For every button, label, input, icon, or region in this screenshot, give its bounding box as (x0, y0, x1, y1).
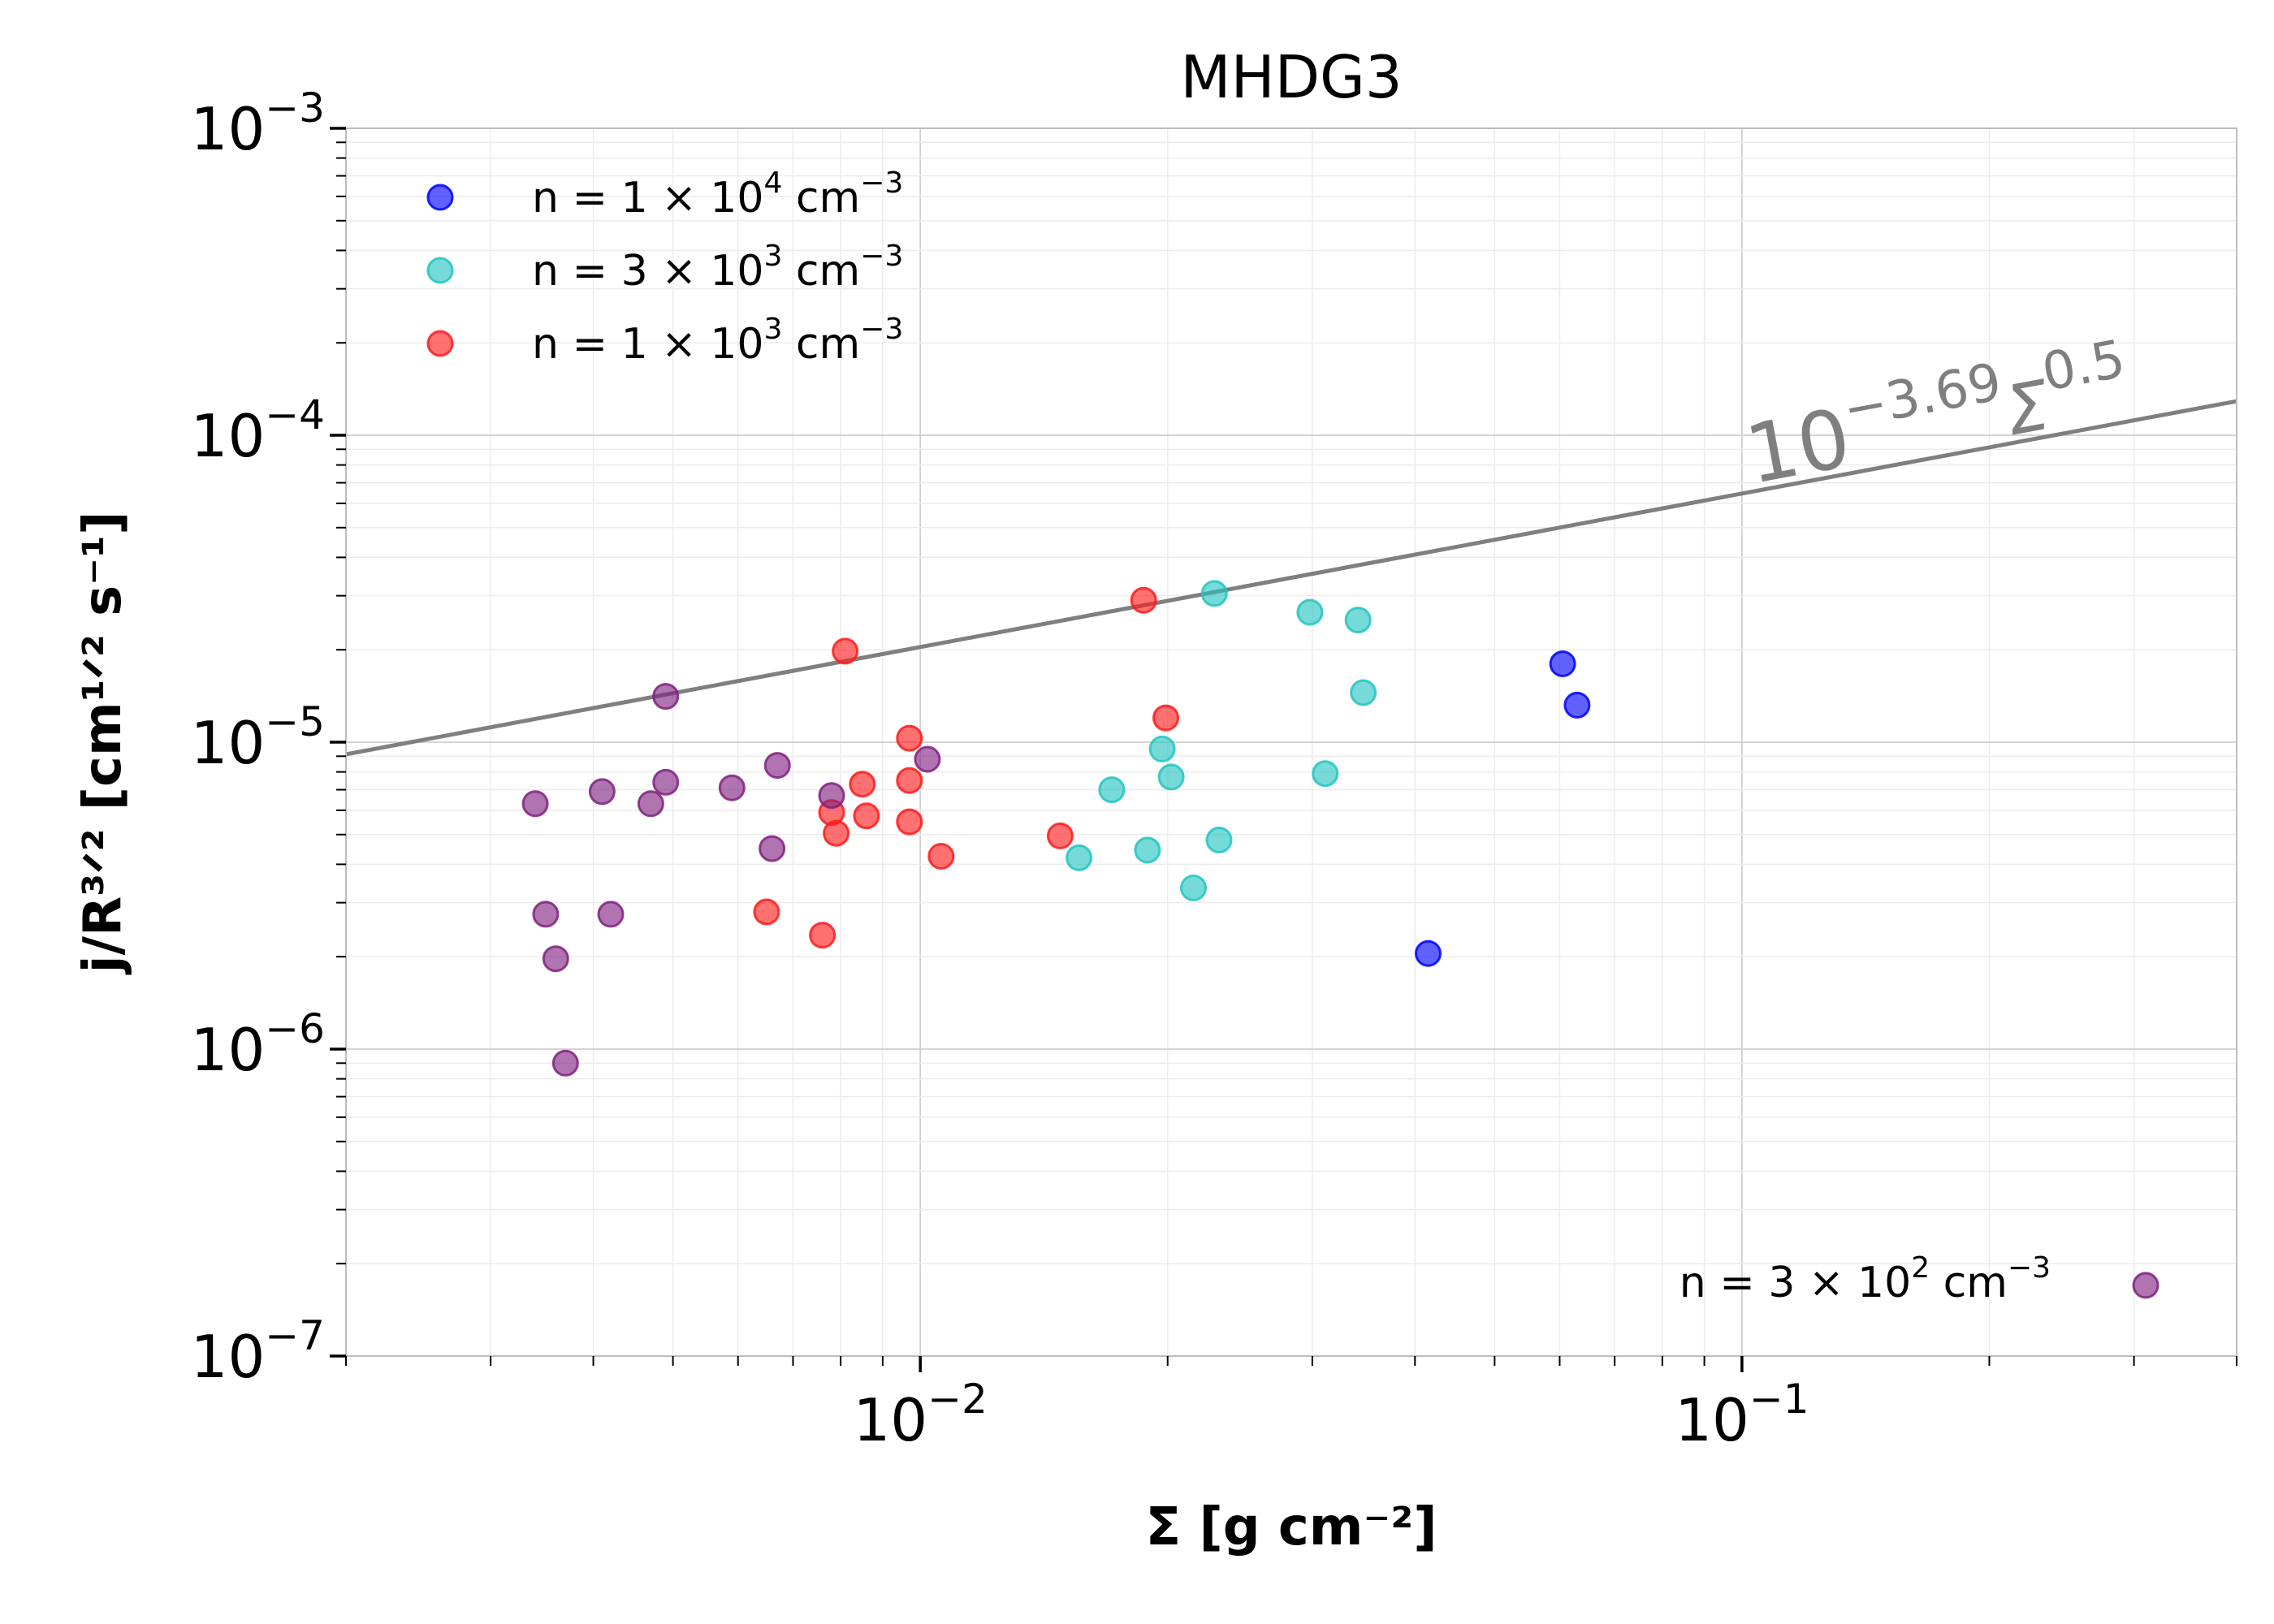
data-point-series-2 (1344, 607, 1372, 634)
data-point-series-4 (652, 683, 680, 710)
data-point-series-4 (637, 790, 664, 818)
legend-marker (426, 330, 454, 357)
data-point-series-1 (1563, 691, 1591, 719)
axis-ticks (330, 127, 2237, 1372)
data-point-series-2 (1066, 844, 1093, 871)
x-axis-label: Σ [g cm⁻²] (1145, 1497, 1437, 1557)
legend-marker (426, 184, 454, 211)
data-point-series-3 (896, 724, 923, 752)
data-point-series-3 (853, 802, 880, 830)
data-point-series-2 (1098, 776, 1126, 804)
data-point-series-3 (809, 922, 837, 949)
data-point-series-4 (718, 774, 746, 801)
data-point-series-4 (818, 782, 845, 810)
data-point-series-3 (832, 637, 859, 665)
legend-label: n = 1 × 103 cm−3 (532, 313, 903, 369)
data-point-series-3 (753, 898, 780, 926)
legend: n = 1 × 104 cm−3 n = 3 × 103 cm−3 n = 1 × … (426, 166, 2051, 1307)
data-point-series-3 (849, 771, 876, 798)
data-point-series-4 (763, 752, 791, 780)
data-point-series-3 (823, 819, 850, 847)
data-points (521, 580, 2159, 1299)
data-point-series-4 (542, 945, 569, 973)
x-tick-label: 10−1 (1675, 1376, 1809, 1454)
data-point-series-2 (1200, 580, 1228, 607)
y-tick-label: 10−5 (191, 698, 325, 777)
data-point-series-1 (1549, 650, 1576, 677)
data-point-series-2 (1148, 735, 1176, 762)
data-point-series-2 (1134, 836, 1161, 864)
tick-labels: 10−2 10−1 10−7 10−6 10−5 10−4 10−3 (191, 84, 1809, 1454)
data-point-series-4 (759, 835, 786, 862)
data-point-series-3 (896, 808, 923, 836)
y-tick-label: 10−4 (191, 391, 325, 470)
data-point-series-2 (1296, 598, 1324, 626)
legend-label: n = 1 × 104 cm−3 (532, 166, 903, 222)
x-tick-label: 10−2 (853, 1376, 987, 1454)
data-point-series-4 (551, 1049, 579, 1077)
data-point-series-4 (532, 901, 560, 928)
data-point-series-2 (1180, 875, 1207, 901)
data-point-series-2 (1350, 679, 1377, 706)
data-point-series-4 (521, 790, 549, 818)
data-point-series-2 (1157, 763, 1185, 791)
chart-title: MHDG3 (1180, 43, 1402, 111)
y-tick-label: 10−6 (191, 1005, 325, 1084)
data-point-series-2 (1205, 827, 1233, 853)
data-point-series-4 (597, 901, 625, 928)
grid (345, 127, 2237, 1357)
legend-label: n = 3 × 103 cm−3 (532, 240, 903, 296)
y-tick-label: 10−7 (191, 1312, 325, 1391)
data-point-series-4 (914, 745, 941, 773)
data-point-series-4 (588, 778, 616, 806)
legend-marker (426, 257, 454, 284)
y-axis-label: j/R³ᐟ² [cm¹ᐟ² s⁻¹] (73, 512, 133, 976)
data-point-series-4 (2132, 1272, 2159, 1299)
data-point-series-3 (896, 767, 923, 794)
data-point-series-3 (1046, 822, 1074, 849)
data-point-series-3 (927, 843, 955, 870)
legend-label: n = 3 × 102 cm−3 (1680, 1251, 2051, 1307)
data-point-series-3 (1130, 586, 1157, 614)
y-tick-label: 10−3 (191, 84, 325, 163)
data-point-series-4 (652, 768, 680, 796)
data-point-series-2 (1312, 760, 1339, 788)
data-point-series-3 (1152, 704, 1179, 732)
data-point-series-1 (1415, 939, 1442, 967)
